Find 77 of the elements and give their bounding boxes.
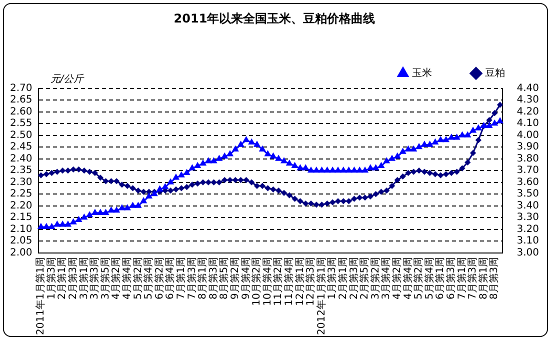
x-tick-label: 7月第3周 (466, 256, 479, 300)
y-tick-label: 2.55 (10, 118, 32, 130)
y-tick-label: 2.70 (10, 82, 32, 94)
chart-title: 2011年以来全国玉米、豆粕价格曲线 (174, 11, 376, 26)
x-tick-label: 12月第1周 (294, 256, 306, 306)
x-tick-label: 12月第3周 (304, 256, 317, 306)
y-tick-label: 2.40 (10, 153, 32, 164)
x-tick-label: 2011年1月第1周 (34, 256, 47, 336)
y2-tick-label: 4.30 (516, 94, 539, 106)
y2-tick-label: 3.20 (516, 224, 539, 235)
legend-label: 玉米 (412, 66, 432, 79)
x-tick-label: 4月第4周 (120, 256, 133, 300)
y-tick-label: 2.10 (10, 224, 32, 235)
x-tick-label: 11月第4周 (282, 256, 295, 306)
y-tick-label: 2.30 (10, 176, 32, 188)
y2-tick-label: 3.50 (516, 188, 539, 200)
y2-tick-label: 3.80 (516, 153, 539, 164)
y-tick-label: 2.50 (10, 130, 32, 141)
x-tick-label: 1月第3周 (326, 256, 338, 300)
x-tick-label: 8月第1周 (477, 256, 490, 300)
x-tick-label: 2012年1月第1周 (315, 256, 328, 336)
x-tick-label: 7月第3周 (186, 256, 198, 300)
x-tick-label: 10月第4周 (261, 256, 274, 306)
x-tick-label: 5月第4周 (423, 256, 436, 300)
x-tick-label: 2月第5周 (358, 256, 371, 300)
x-tick-label: 11月第2周 (272, 256, 284, 306)
x-tick-label: 9月第2周 (228, 256, 241, 300)
x-tick-label: 8月第1周 (196, 256, 209, 300)
x-tick-label: 2月第1周 (56, 256, 68, 300)
x-tick-label: 2月第1周 (337, 256, 350, 300)
x-tick-label: 6月第4周 (164, 256, 176, 300)
y-tick-label: 2.35 (10, 165, 32, 176)
x-tick-label: 4月第2周 (110, 256, 122, 300)
x-tick-label: 8月第5周 (218, 256, 230, 300)
x-tick-label: 2月第3周 (66, 256, 79, 300)
y-tick-label: 2.45 (10, 142, 32, 153)
x-tick-label: 7月第1周 (456, 256, 468, 300)
x-tick-label: 5月第2周 (132, 256, 144, 300)
y2-tick-label: 4.20 (516, 106, 539, 118)
x-tick-label: 6月第2周 (153, 256, 166, 300)
y-axis-title: 元/公斤 (50, 72, 85, 85)
y2-tick-label: 4.00 (516, 130, 539, 141)
y2-tick-label: 3.60 (516, 176, 539, 188)
x-tick-label: 5月第2周 (412, 256, 425, 300)
y2-tick-label: 4.40 (516, 82, 539, 94)
y-tick-label: 2.05 (10, 236, 32, 247)
legend-label: 豆粕 (485, 68, 505, 79)
x-tick-label: 2月第3周 (348, 256, 360, 300)
x-tick-label: 3月第4周 (380, 256, 392, 300)
x-tick-label: 6月第3周 (445, 256, 458, 300)
y2-tick-label: 3.40 (516, 200, 539, 212)
y-tick-label: 2.20 (10, 200, 32, 212)
x-tick-label: 10月第2周 (250, 256, 263, 306)
y-tick-label: 2.15 (10, 212, 32, 224)
x-tick-label: 3月第5周 (99, 256, 112, 300)
y2-tick-label: 3.10 (516, 236, 539, 247)
y2-tick-label: 3.90 (516, 142, 539, 153)
x-tick-label: 4月第2周 (391, 256, 404, 300)
y-tick-label: 2.65 (10, 94, 32, 106)
x-tick-label: 7月第1周 (174, 256, 187, 300)
x-tick-label: 3月第1周 (78, 256, 90, 300)
x-tick-label: 9月第4周 (240, 256, 252, 300)
x-tick-label: 4月第4周 (402, 256, 414, 300)
y2-tick-label: 4.10 (516, 118, 539, 130)
y-tick-label: 2.00 (10, 247, 32, 258)
y-tick-label: 2.60 (10, 106, 32, 118)
x-tick-label: 6月第1周 (434, 256, 446, 300)
x-tick-label: 8月第3周 (207, 256, 220, 300)
y2-tick-label: 3.00 (516, 247, 539, 258)
y2-tick-label: 3.30 (516, 212, 539, 224)
x-tick-label: 3月第3周 (88, 256, 101, 300)
y2-tick-label: 3.70 (516, 165, 539, 176)
x-tick-label: 8月第3周 (488, 256, 500, 300)
x-tick-label: 5月第4周 (142, 256, 155, 300)
y-tick-label: 2.25 (10, 188, 32, 200)
x-tick-label: 3月第2周 (369, 256, 382, 300)
x-tick-label: 1月第3周 (45, 256, 58, 300)
